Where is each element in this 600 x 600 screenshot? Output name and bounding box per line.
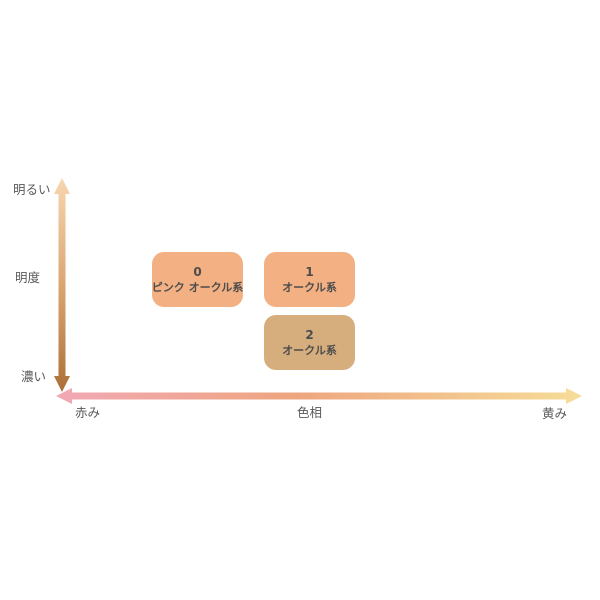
brightness-axis-arrow: [54, 178, 70, 392]
label-hue-axis: 色相: [297, 405, 323, 420]
label-brightness-axis: 明度: [15, 270, 41, 285]
label-bright-end: 明るい: [13, 182, 51, 197]
shade-number: 0: [193, 264, 202, 279]
hue-axis-arrow: [56, 388, 582, 404]
label-dark-end: 濃い: [21, 369, 47, 384]
shade-box-2: 2 オークル系: [264, 315, 355, 370]
shade-number: 2: [305, 327, 314, 342]
shade-label: ピンク オークル系: [151, 280, 244, 294]
shade-number: 1: [305, 264, 314, 279]
label-red-end: 赤み: [75, 405, 101, 420]
label-yellow-end: 黄み: [542, 406, 568, 421]
shade-box-0: 0 ピンク オークル系: [152, 252, 243, 307]
shade-label: オークル系: [282, 343, 337, 357]
shade-label: オークル系: [282, 280, 337, 294]
shade-box-1: 1 オークル系: [264, 252, 355, 307]
